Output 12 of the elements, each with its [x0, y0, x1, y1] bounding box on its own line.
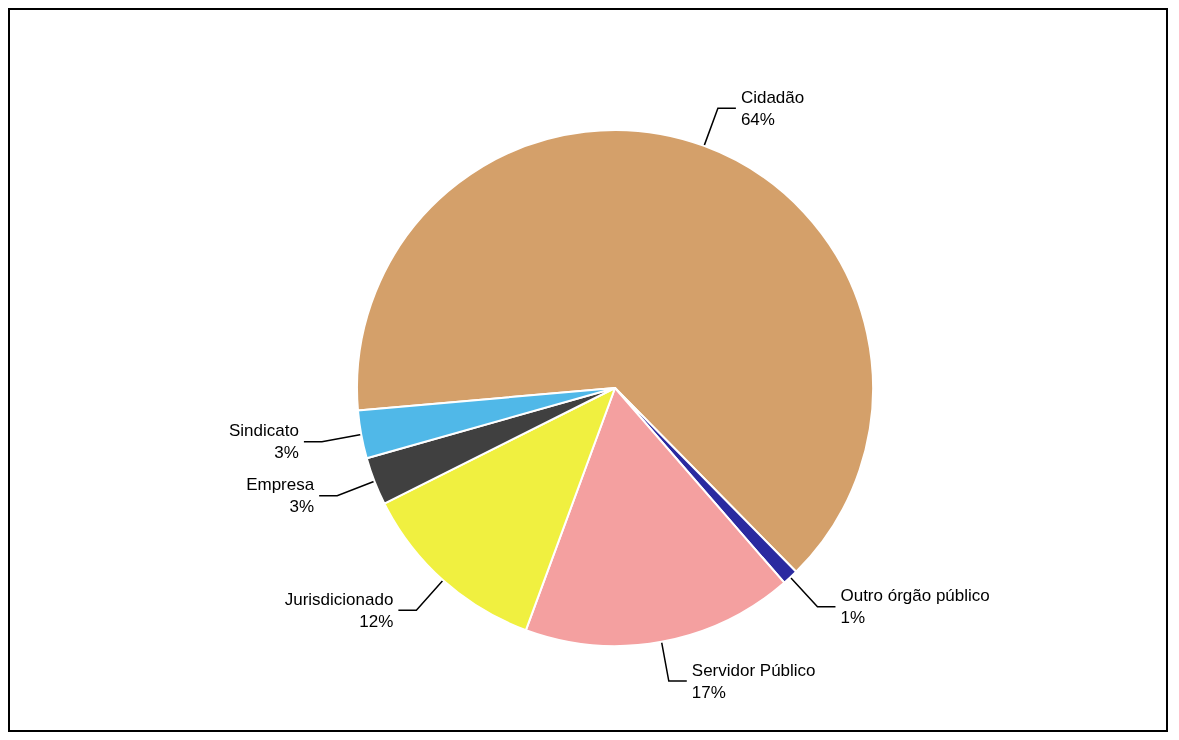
slice-label: Cidadão	[740, 87, 805, 107]
data-label: 1%	[840, 608, 866, 628]
data-label: 17%	[691, 682, 726, 702]
data-label: 64%	[740, 109, 775, 129]
slice-label: Empresa	[246, 475, 315, 495]
slice-label: Sindicato	[228, 421, 299, 441]
slice-label: Outro órgão público	[840, 586, 990, 606]
slice-label: Jurisdicionado	[284, 589, 394, 609]
data-label: 3%	[289, 497, 315, 517]
data-label: 12%	[359, 611, 394, 631]
slice-label: Servidor Público	[691, 660, 816, 680]
data-label: 3%	[274, 443, 299, 463]
